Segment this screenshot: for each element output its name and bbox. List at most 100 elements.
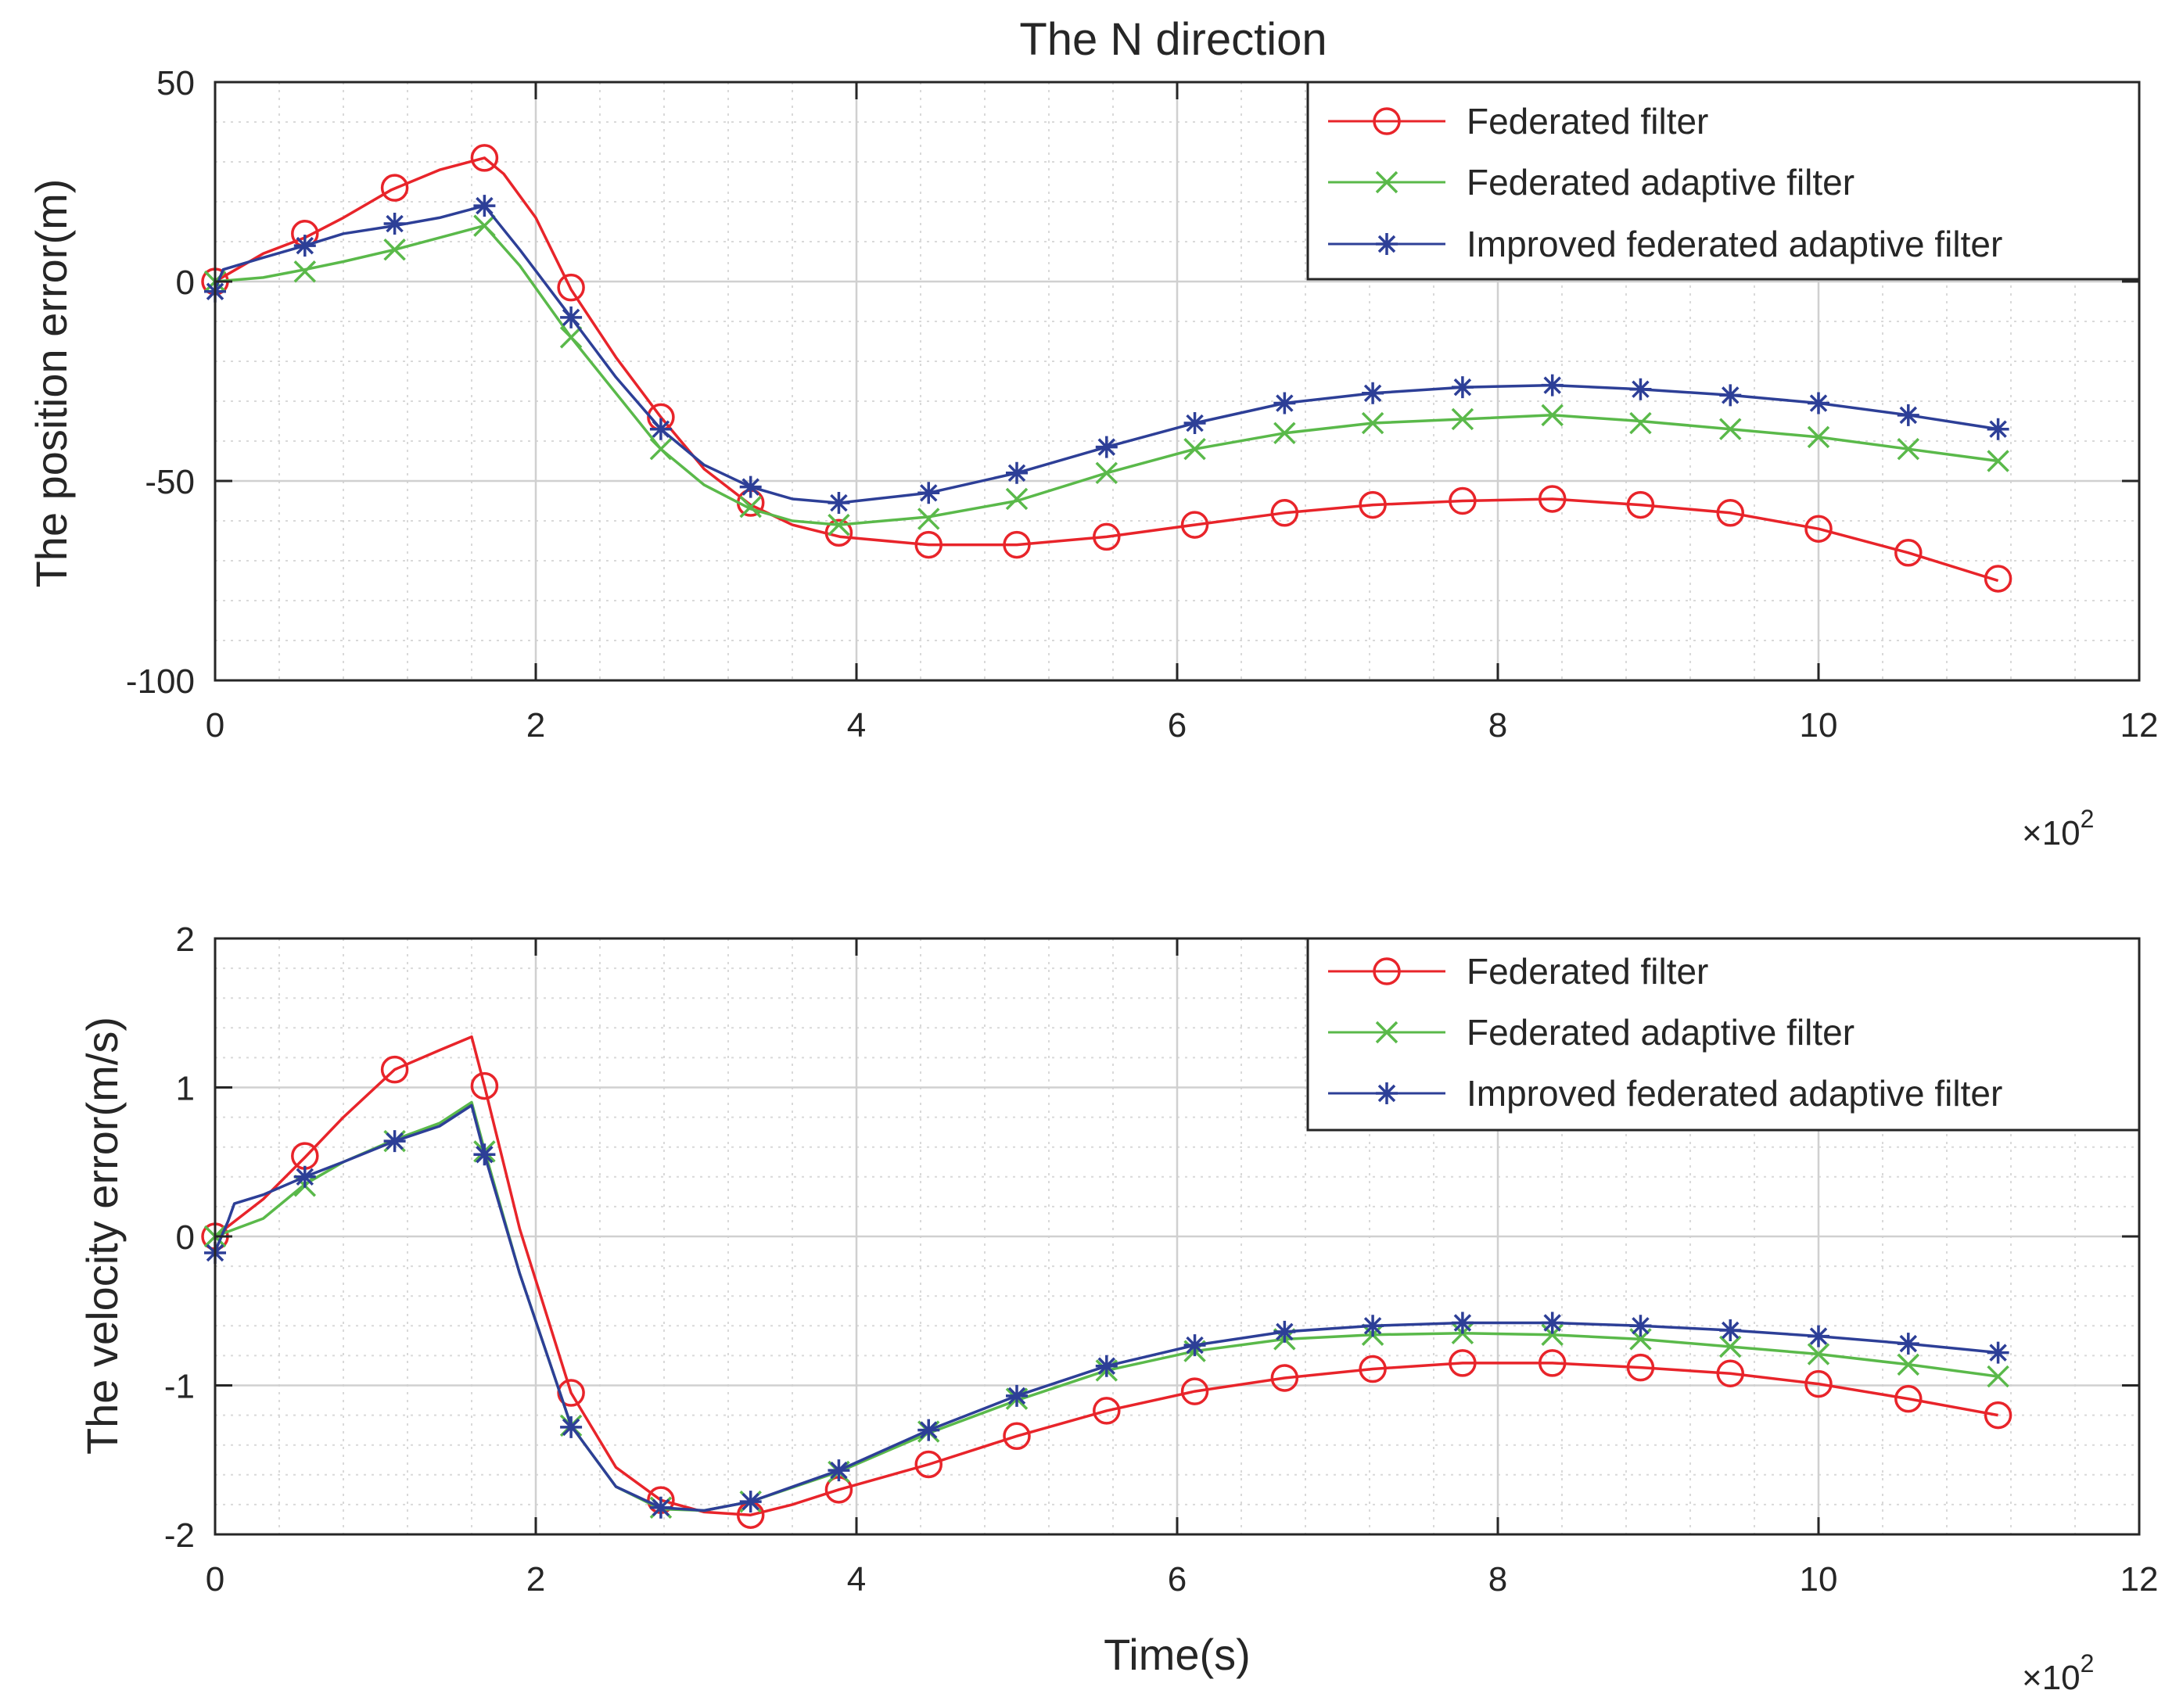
position-marker-federated-filter [1894,539,1923,567]
position-marker-improved-federated-adaptive-filter [1629,378,1652,400]
position-marker-federated-adaptive-filter [473,214,496,237]
position-marker-federated-filter [557,273,585,302]
velocity-marker-improved-federated-adaptive-filter [828,1459,850,1482]
position-marker-improved-federated-adaptive-filter [649,418,672,440]
position-legend-box [1306,81,2141,281]
velocity-marker-federated-filter [1804,1369,1833,1398]
position-marker-improved-federated-adaptive-filter [917,482,940,504]
velocity-legend-marker-federated-filter [1373,957,1401,985]
velocity-marker-improved-federated-adaptive-filter [1897,1333,1919,1355]
velocity-x-multiplier: ×102 [2022,1649,2094,1697]
velocity-marker-improved-federated-adaptive-filter [1362,1315,1384,1337]
position-marker-federated-filter [1003,530,1031,559]
position-legend-marker-federated-adaptive-filter [1375,170,1398,194]
velocity-legend-entry-improved-federated-adaptive-filter: Improved federated adaptive filter [1328,1073,2002,1114]
position-marker-improved-federated-adaptive-filter [1362,382,1384,404]
position-marker-federated-filter [1449,486,1477,515]
velocity-marker-federated-filter [1003,1422,1031,1451]
x-tick-label: 2 [526,706,545,745]
position-legend-label-improved-federated-adaptive-filter: Improved federated adaptive filter [1467,224,2002,264]
position-marker-improved-federated-adaptive-filter [1541,374,1564,396]
velocity-x-axis-label: Time(s) [1104,1630,1251,1679]
velocity-marker-improved-federated-adaptive-filter [293,1165,316,1188]
position-line-federated-filter [214,156,1999,583]
velocity-marker-improved-federated-adaptive-filter [1183,1334,1206,1357]
velocity-marker-improved-federated-adaptive-filter [1006,1384,1028,1407]
position-y-axis-label: The position error(m) [27,179,76,588]
position-marker-federated-adaptive-filter [649,437,673,461]
position-ticks [214,81,2141,682]
position-marker-federated-adaptive-filter [828,513,850,536]
position-marker-federated-filter [1984,565,2012,593]
velocity-legend-label-improved-federated-adaptive-filter: Improved federated adaptive filter [1467,1073,2002,1114]
velocity-legend-marker-federated-adaptive-filter [1375,1021,1398,1044]
velocity-legend: Federated filter Federated adaptive filt… [1306,937,2141,1132]
y-tick-label: 0 [176,264,195,302]
position-marker-improved-federated-adaptive-filter [1719,384,1742,407]
x-tick-label: 0 [206,1560,224,1599]
velocity-legend-symbol-federated-filter [1373,957,1401,985]
velocity-marker-federated-filter [1984,1401,2012,1430]
position-marker-improved-federated-adaptive-filter [293,235,316,257]
velocity-marker-federated-adaptive-filter [1719,1335,1742,1358]
position-marker-improved-federated-adaptive-filter [560,306,583,328]
y-tick-label: -100 [126,662,195,701]
velocity-marker-federated-filter [1449,1349,1477,1377]
velocity-marker-improved-federated-adaptive-filter [1095,1355,1118,1377]
position-marker-federated-adaptive-filter [1629,411,1652,435]
velocity-marker-improved-federated-adaptive-filter [1451,1312,1474,1334]
position-chart-title: The N direction [1019,14,1327,65]
position-legend: Federated filter Federated adaptive filt… [1306,81,2141,281]
position-marker-federated-adaptive-filter [917,508,940,530]
position-marker-improved-federated-adaptive-filter [1451,376,1474,399]
velocity-marker-improved-federated-adaptive-filter [1719,1319,1742,1342]
velocity-marker-improved-federated-adaptive-filter [383,1130,406,1153]
position-marker-federated-filter [1359,490,1387,519]
velocity-marker-federated-adaptive-filter [1897,1353,1920,1376]
position-marker-improved-federated-adaptive-filter [828,492,850,515]
position-marker-federated-adaptive-filter [1273,422,1296,445]
velocity-marker-federated-filter [1538,1349,1567,1377]
position-marker-federated-adaptive-filter [1897,437,1920,461]
velocity-x-tick-labels: 0 2 4 6 8 10 12 [206,1560,2159,1599]
position-marker-improved-federated-adaptive-filter [1095,436,1118,458]
velocity-marker-federated-filter [1180,1377,1209,1405]
velocity-y-tick-labels: -2 -1 0 1 2 [164,920,195,1555]
velocity-marker-improved-federated-adaptive-filter [1629,1315,1652,1337]
position-marker-federated-filter [1180,511,1209,539]
x-tick-label: 10 [1800,706,1838,745]
velocity-line-federated-filter [214,1035,1998,1516]
velocity-marker-federated-filter [1626,1353,1655,1382]
position-x-multiplier-base: ×10 [2022,814,2081,852]
position-legend-marker-improved-federated-adaptive-filter [1376,233,1398,255]
velocity-legend-marker-improved-federated-adaptive-filter [1376,1082,1398,1104]
y-tick-label: 0 [176,1218,195,1257]
position-legend-label-federated-filter: Federated filter [1467,101,1708,142]
velocity-marker-federated-filter [1716,1359,1744,1388]
position-marker-improved-federated-adaptive-filter [473,195,496,217]
position-legend-entry-improved-federated-adaptive-filter: Improved federated adaptive filter [1328,224,2002,264]
y-tick-label: 50 [156,64,195,102]
position-marker-federated-filter [1538,485,1567,513]
x-tick-label: 12 [2120,706,2159,745]
position-legend-label-federated-adaptive-filter: Federated adaptive filter [1467,162,1854,203]
position-legend-symbol-improved-federated-adaptive-filter [1376,233,1398,255]
velocity-marker-improved-federated-adaptive-filter [1541,1312,1564,1334]
velocity-marker-improved-federated-adaptive-filter [1808,1325,1829,1347]
position-marker-federated-filter [380,174,409,202]
y-tick-label: 2 [176,920,195,959]
velocity-marker-federated-filter [914,1450,942,1479]
position-marker-improved-federated-adaptive-filter [1808,392,1829,414]
position-marker-federated-filter [1093,522,1121,551]
position-y-tick-labels: -100 -50 0 50 [126,64,195,701]
velocity-marker-federated-adaptive-filter [1987,1365,2009,1388]
velocity-legend-box [1306,937,2141,1132]
position-marker-improved-federated-adaptive-filter [1987,418,2009,440]
position-marker-federated-filter [1804,515,1833,543]
position-marker-federated-filter [1716,499,1744,527]
velocity-legend-symbol-federated-adaptive-filter [1375,1021,1398,1044]
position-marker-federated-filter [470,144,499,172]
position-marker-federated-adaptive-filter [559,326,583,349]
position-marker-improved-federated-adaptive-filter [739,475,762,498]
position-marker-federated-adaptive-filter [1451,407,1474,431]
